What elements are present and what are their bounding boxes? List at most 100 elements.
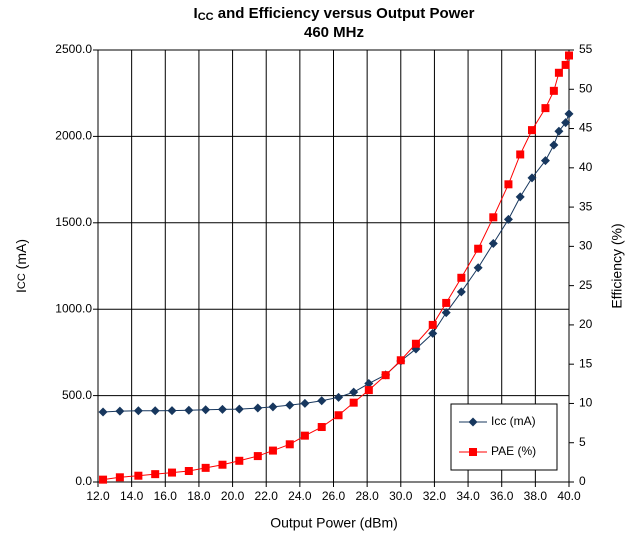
diamond-marker xyxy=(234,404,244,414)
y-tick-label: 0.0 xyxy=(75,474,92,488)
square-marker xyxy=(527,126,536,135)
square-marker xyxy=(268,446,277,455)
diamond-marker xyxy=(561,118,571,128)
square-marker xyxy=(115,473,124,482)
y-tick-label: 1000.0 xyxy=(55,301,92,315)
diamond-marker xyxy=(549,140,559,150)
y-label-part: I xyxy=(13,289,29,293)
x-tick-label: 36.0 xyxy=(490,489,514,503)
x-tick-label: 34.0 xyxy=(456,489,480,503)
legend-box xyxy=(450,403,558,471)
diamond-marker xyxy=(515,192,525,202)
diamond-marker xyxy=(540,156,550,166)
diamond-marker xyxy=(150,406,160,416)
square-marker xyxy=(549,86,558,95)
square-marker xyxy=(565,51,573,60)
y2-tick-label: 15 xyxy=(579,356,593,370)
square-marker xyxy=(99,475,108,484)
x-tick-label: 28.0 xyxy=(355,489,379,503)
square-marker xyxy=(442,298,451,307)
square-marker xyxy=(334,411,343,420)
square-marker xyxy=(317,423,326,432)
diamond-marker xyxy=(473,263,483,273)
diamond-marker xyxy=(349,387,359,397)
chart-title: ICC and Efficiency versus Output Power xyxy=(194,5,475,23)
y-label-subscript: CC xyxy=(16,273,28,289)
y2-tick-label: 25 xyxy=(579,278,593,292)
x-tick-label: 38.0 xyxy=(524,489,548,503)
square-marker xyxy=(300,431,309,440)
y2-tick-label: 50 xyxy=(579,81,593,95)
x-tick-label: 22.0 xyxy=(255,489,279,503)
diamond-marker xyxy=(317,396,327,406)
x-tick-label: 14.0 xyxy=(120,489,144,503)
square-marker xyxy=(184,467,193,476)
legend-label: PAE (%) xyxy=(491,444,536,458)
square-marker xyxy=(516,150,525,159)
square-marker xyxy=(235,456,244,465)
diamond-marker xyxy=(167,406,177,416)
diamond-marker xyxy=(217,404,227,414)
title-part: I xyxy=(194,5,198,22)
y2-tick-label: 35 xyxy=(579,199,593,213)
y2-tick-label: 10 xyxy=(579,396,593,410)
square-marker xyxy=(474,244,483,253)
diamond-marker xyxy=(300,398,310,408)
square-marker xyxy=(554,68,563,77)
x-tick-label: 32.0 xyxy=(423,489,447,503)
chart-subtitle: 460 MHz xyxy=(304,24,364,41)
x-tick-label: 26.0 xyxy=(322,489,346,503)
square-marker xyxy=(201,463,210,472)
y-tick-label: 1500.0 xyxy=(55,215,92,229)
square-marker xyxy=(349,398,358,407)
square-marker xyxy=(285,440,294,449)
square-marker xyxy=(428,320,437,329)
y2-tick-label: 5 xyxy=(579,435,586,449)
square-marker xyxy=(218,460,227,469)
x-axis-title: Output Power (dBm) xyxy=(270,515,398,531)
diamond-marker xyxy=(98,407,108,417)
y2-tick-label: 45 xyxy=(579,121,593,135)
square-marker xyxy=(253,452,262,461)
x-tick-label: 18.0 xyxy=(187,489,211,503)
y-tick-label: 2000.0 xyxy=(55,129,92,143)
y2-tick-label: 40 xyxy=(579,160,593,174)
x-tick-label: 20.0 xyxy=(221,489,245,503)
square-marker xyxy=(151,470,160,479)
diamond-marker xyxy=(268,402,278,412)
legend-marker xyxy=(468,417,478,427)
y2-tick-label: 0 xyxy=(579,474,586,488)
diamond-marker xyxy=(456,287,466,297)
diamond-marker xyxy=(503,214,513,224)
square-marker xyxy=(411,339,420,348)
diamond-marker xyxy=(554,126,564,136)
x-tick-label: 40.0 xyxy=(557,489,581,503)
x-tick-label: 24.0 xyxy=(288,489,312,503)
diamond-marker xyxy=(364,379,374,389)
square-marker xyxy=(541,104,550,113)
title-part: and Efficiency versus Output Power xyxy=(214,5,475,22)
square-marker xyxy=(504,180,513,189)
diamond-marker xyxy=(115,406,125,416)
diamond-marker xyxy=(441,308,451,318)
square-marker xyxy=(364,386,373,395)
title-subscript: CC xyxy=(198,11,214,23)
square-marker xyxy=(561,60,570,69)
y2-axis-title: Efficiency (%) xyxy=(609,223,625,308)
y-axis-title: ICC (mA) xyxy=(13,239,29,293)
square-marker xyxy=(168,468,177,477)
diamond-marker xyxy=(201,405,211,415)
plot-frame xyxy=(97,49,570,483)
diamond-marker xyxy=(428,328,438,338)
diamond-marker xyxy=(133,406,143,416)
diamond-marker xyxy=(285,400,295,410)
legend-marker xyxy=(469,448,477,456)
x-tick-label: 12.0 xyxy=(86,489,110,503)
y2-tick-label: 30 xyxy=(579,239,593,253)
diamond-marker xyxy=(488,239,498,249)
square-marker xyxy=(381,371,390,380)
y-tick-label: 500.0 xyxy=(62,388,92,402)
square-marker xyxy=(489,213,498,222)
